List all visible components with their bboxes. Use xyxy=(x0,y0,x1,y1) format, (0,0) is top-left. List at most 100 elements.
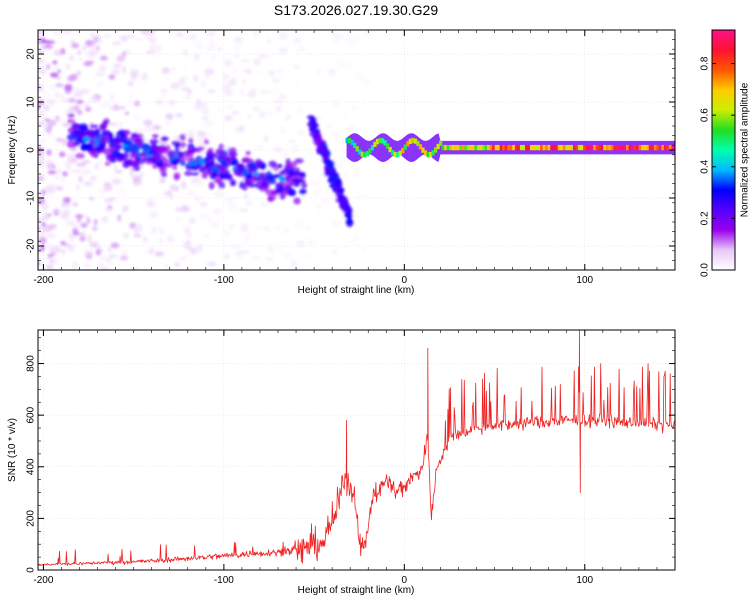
spectrogram-noise-blob xyxy=(235,54,239,58)
spectrogram-data xyxy=(34,27,675,273)
spectrogram-noise-blob xyxy=(181,181,187,189)
spectrogram-noise-blob xyxy=(145,33,153,39)
spectrogram-noise-blob xyxy=(143,119,152,125)
spectrogram-y-tick-label: 10 xyxy=(26,96,37,108)
spectrogram-trace-blob xyxy=(189,160,198,165)
spectrogram-noise-blob xyxy=(352,36,359,43)
spectrogram-y-tick-label: 20 xyxy=(26,48,37,60)
spectrogram-trace-blob xyxy=(142,144,151,150)
snr-x-tick-label: 100 xyxy=(576,575,593,586)
spectrogram-arc-blob xyxy=(324,170,331,175)
spectrogram-noise-blob xyxy=(153,53,159,57)
spectrogram-noise-blob xyxy=(162,67,170,74)
spectrogram-noise-blob xyxy=(86,60,94,63)
spectrogram-noise-blob xyxy=(193,75,199,83)
spectrogram-noise-blob xyxy=(108,74,115,80)
spectrogram-noise-blob xyxy=(196,99,201,107)
spectrogram-noise-blob xyxy=(168,99,176,105)
spectrogram-noise-blob xyxy=(55,83,63,88)
spectrogram-noise-blob xyxy=(75,88,81,96)
spectrogram-trace-blob xyxy=(293,197,300,204)
spectrogram-trace-blob xyxy=(156,149,164,153)
spectrogram-noise-blob xyxy=(334,101,339,107)
spectrogram-noise-blob xyxy=(38,139,46,143)
spectrogram-noise-blob xyxy=(170,82,180,89)
spectrogram-trace-blob xyxy=(201,173,208,179)
spectrogram-noise-blob xyxy=(130,92,134,99)
spectrogram-noise-blob xyxy=(111,69,120,74)
spectrogram-trace-blob xyxy=(136,133,144,139)
spectrogram-noise-blob xyxy=(179,257,187,261)
spectrogram-noise-blob xyxy=(175,112,183,118)
spectrogram-noise-blob xyxy=(263,135,268,142)
spectrogram-noise-blob xyxy=(78,176,83,182)
spectrogram-trace-blob xyxy=(90,124,98,128)
spectrogram-noise-blob xyxy=(258,54,267,58)
spectrogram-noise-blob xyxy=(316,69,322,74)
spectrogram-trace-blob xyxy=(172,161,179,166)
spectrogram-noise-blob xyxy=(224,253,228,258)
spectrogram-noise-blob xyxy=(356,72,363,79)
spectrogram-noise-blob xyxy=(116,55,125,62)
spectrogram-noise-blob xyxy=(305,254,314,258)
spectrogram-noise-blob xyxy=(61,97,71,103)
spectrogram-noise-blob xyxy=(120,35,128,42)
spectrogram-trace-blob xyxy=(132,143,138,150)
spectrogram-trace-blob xyxy=(67,141,77,149)
spectrogram-noise-blob xyxy=(117,214,122,221)
spectrogram-trace-blob xyxy=(106,153,116,158)
spectrogram-noise-blob xyxy=(188,218,196,224)
snr-y-tick-label: 0 xyxy=(26,567,37,573)
spectrogram-noise-blob xyxy=(85,40,93,45)
spectrogram-trace-blob xyxy=(157,163,164,167)
spectrogram-trace-blob xyxy=(149,150,157,155)
spectrogram-noise-blob xyxy=(40,162,44,168)
spectrogram-trace-blob xyxy=(246,151,251,155)
spectrogram-noise-blob xyxy=(107,197,116,201)
spectrogram-noise-blob xyxy=(62,31,72,35)
snr-x-tick-label: -100 xyxy=(214,575,234,586)
spectrogram-noise-blob xyxy=(54,93,61,100)
spectrogram-noise-blob xyxy=(49,224,57,230)
spectrogram-noise-blob xyxy=(110,95,114,101)
spectrogram-noise-blob xyxy=(94,219,98,225)
spectrogram-noise-blob xyxy=(266,111,274,116)
spectrogram-noise-blob xyxy=(296,240,305,248)
snr-series-line xyxy=(38,327,675,565)
spectrogram-noise-blob xyxy=(84,215,88,220)
spectrogram-trace-blob xyxy=(95,129,100,137)
spectrogram-noise-blob xyxy=(60,212,69,220)
spectrogram-noise-blob xyxy=(245,200,253,205)
spectrogram-noise-blob xyxy=(233,43,242,50)
spectrogram-noise-blob xyxy=(361,195,369,198)
spectrogram-noise-blob xyxy=(229,224,234,229)
spectrogram-noise-blob xyxy=(52,60,57,64)
spectrogram-noise-blob xyxy=(293,37,301,43)
spectrogram-trace-blob xyxy=(236,163,241,171)
spectrogram-noise-blob xyxy=(156,100,163,105)
spectrogram-noise-blob xyxy=(133,234,141,237)
spectrogram-y-tick-label: 0 xyxy=(26,147,37,153)
spectrogram-noise-blob xyxy=(210,39,214,45)
spectrogram-noise-blob xyxy=(99,159,104,166)
spectrogram-noise-blob xyxy=(115,125,124,128)
spectrogram-noise-blob xyxy=(54,51,62,56)
spectrogram-noise-blob xyxy=(55,186,64,191)
spectrogram-noise-blob xyxy=(45,125,49,132)
spectrogram-noise-blob xyxy=(48,170,57,174)
spectrogram-noise-blob xyxy=(160,178,166,184)
spectrogram-noise-blob xyxy=(212,208,222,214)
spectrogram-noise-blob xyxy=(207,89,216,93)
spectrogram-noise-blob xyxy=(76,183,81,191)
spectrogram-trace-blob xyxy=(280,192,288,196)
spectrogram-noise-blob xyxy=(112,178,122,184)
spectrogram-arc-blob xyxy=(314,132,321,137)
spectrogram-trace-blob xyxy=(116,145,122,151)
spectrogram-noise-blob xyxy=(223,231,231,237)
spectrogram-trace-blob xyxy=(268,161,276,168)
spectrogram-noise-blob xyxy=(237,254,244,259)
spectrogram-noise-blob xyxy=(296,82,300,85)
spectrogram-noise-blob xyxy=(53,32,60,35)
spectrogram-noise-blob xyxy=(256,69,261,75)
spectrogram-noise-blob xyxy=(46,192,55,196)
